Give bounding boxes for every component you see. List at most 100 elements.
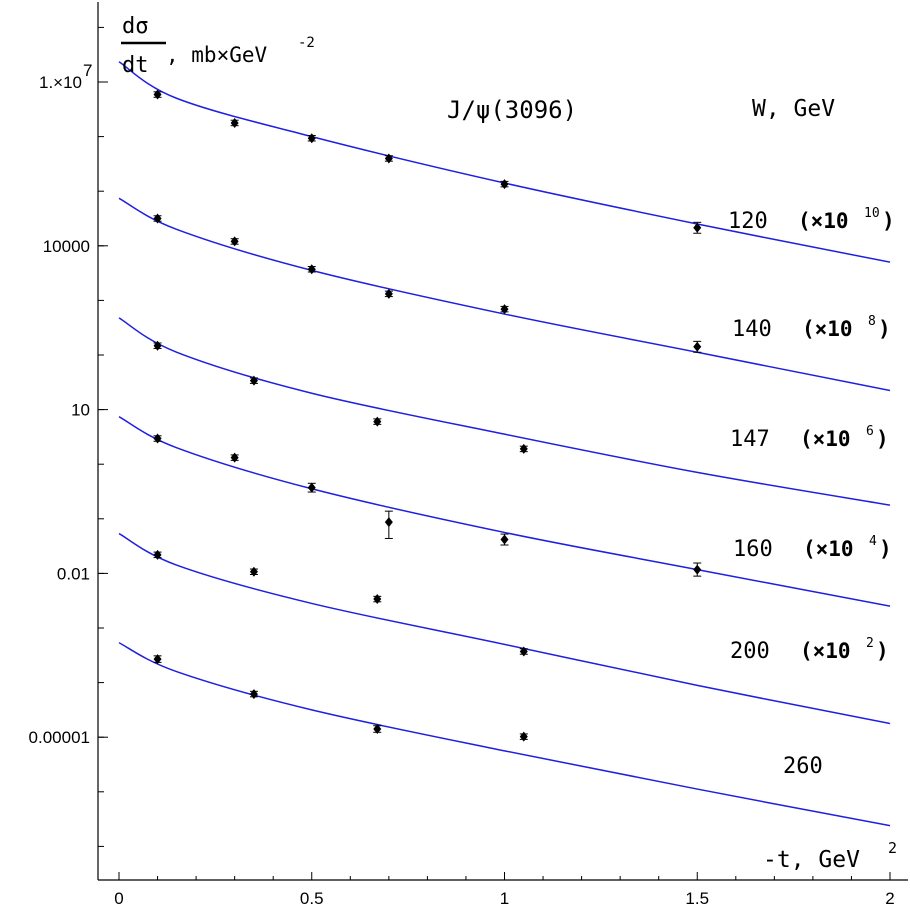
diamond-marker [249, 375, 258, 386]
x-label-text: -t, GeV [763, 847, 860, 873]
data-point-W140 [500, 304, 509, 315]
diamond-marker [519, 646, 528, 657]
data-point-W160 [307, 482, 316, 493]
series-scale-exponent: 6 [866, 424, 874, 439]
series-W-value: 140 [732, 317, 772, 342]
diamond-marker [384, 288, 393, 299]
series-scale-exponent: 2 [866, 636, 874, 651]
data-point-W160 [153, 433, 162, 444]
series-label-W120: 120 (×10 10) [728, 206, 895, 234]
y-tick-label: 0.00001 [29, 728, 90, 747]
axes [97, 2, 908, 881]
y-tick-label: 0.01 [57, 564, 90, 583]
diamond-marker [153, 340, 162, 351]
diamond-marker [249, 566, 258, 577]
series-W-value: 160 [733, 537, 773, 562]
data-point-W147 [249, 375, 258, 386]
data-point-W120 [230, 117, 239, 128]
series-scale-exponent: 10 [864, 206, 880, 221]
diamond-marker [500, 179, 509, 190]
series-label-W160: 160 (×10 4) [733, 534, 892, 562]
x-tick-label: 0 [114, 889, 123, 908]
data-point-W120 [384, 153, 393, 164]
y-tick-label: 10000 [43, 237, 90, 256]
y-label-denominator: dt [122, 53, 149, 78]
data-point-W120 [307, 133, 316, 144]
data-point-W140 [230, 236, 239, 247]
data-point-W200 [519, 646, 528, 657]
data-point-W200 [373, 594, 382, 605]
series-label-W260: 260 [783, 754, 823, 779]
data-point-W147 [373, 416, 382, 427]
fit-curve-W120 [118, 61, 891, 263]
series-W-value: 260 [783, 754, 823, 779]
series-scale-factor: (×10 [800, 639, 851, 663]
diamond-marker [153, 549, 162, 560]
diamond-marker [249, 689, 258, 700]
series-label-W140: 140 (×10 8) [732, 314, 891, 342]
diamond-marker [384, 153, 393, 164]
data-point-W160 [693, 562, 702, 577]
fit-curves [118, 61, 891, 827]
series-scale-factor: (×10 [798, 209, 849, 233]
diamond-marker [153, 433, 162, 444]
chart-title: J/ψ(3096) [447, 96, 577, 124]
diamond-marker [500, 304, 509, 315]
data-point-W260 [153, 654, 162, 665]
diamond-marker [230, 117, 239, 128]
series-scale-exponent: 8 [868, 314, 876, 329]
diamond-marker [373, 416, 382, 427]
series-W-value: 200 [730, 639, 770, 664]
x-tick-label: 1.5 [685, 889, 709, 908]
data-point-W200 [249, 566, 258, 577]
series-scale-exponent: 4 [869, 534, 877, 549]
data-point-W120 [500, 179, 509, 190]
data-point-W120 [693, 221, 702, 234]
y-tick-label-exponent: 7 [83, 61, 92, 80]
data-point-W140 [693, 340, 702, 353]
y-axis-label: dσ dt , mb×GeV -2 [121, 14, 315, 78]
diamond-marker [307, 264, 316, 275]
diamond-marker [693, 564, 702, 575]
data-points [153, 89, 702, 742]
data-point-W260 [373, 724, 382, 735]
y-label-unit-exponent: -2 [298, 35, 315, 51]
fit-curve-W260 [118, 642, 891, 827]
y-tick-label: 10 [71, 401, 90, 420]
series-label-W200: 200 (×10 2) [730, 636, 889, 664]
series-scale-close-paren: ) [879, 537, 892, 561]
series-scale-close-paren: ) [882, 209, 895, 233]
data-point-W260 [249, 689, 258, 700]
data-point-W200 [153, 549, 162, 560]
diamond-marker [230, 452, 239, 463]
x-axis-label: -t, GeV 2 [763, 839, 897, 873]
y-tick-label: 1.×10 [39, 73, 82, 92]
series-scale-close-paren: ) [876, 639, 889, 663]
y-ticks: 1.×107 10000 10 0.01 0.00001 [29, 26, 108, 847]
x-tick-label: 2 [885, 889, 894, 908]
diamond-marker [153, 654, 162, 665]
x-tick-label: 0.5 [300, 889, 324, 908]
data-point-W140 [384, 288, 393, 299]
legend-header: W, GeV [752, 96, 835, 122]
y-label-numerator: dσ [122, 14, 149, 39]
y-label-unit: , mb×GeV [166, 43, 268, 67]
diamond-marker [153, 89, 162, 100]
diamond-marker [230, 236, 239, 247]
series-scale-close-paren: ) [876, 427, 889, 451]
diamond-marker [693, 341, 702, 352]
data-point-W120 [153, 89, 162, 100]
diamond-marker [384, 517, 393, 528]
fit-curve-W147 [118, 317, 891, 506]
data-point-W140 [153, 213, 162, 224]
series-scale-factor: (×10 [803, 537, 854, 561]
series-W-value: 120 [728, 209, 768, 234]
diamond-marker [153, 213, 162, 224]
diamond-marker [519, 731, 528, 742]
series-labels: 120 (×10 10)140 (×10 8)147 (×10 6)160 (×10 4)200… [728, 206, 895, 779]
series-scale-factor: (×10 [802, 317, 853, 341]
diamond-marker [307, 133, 316, 144]
diamond-marker [693, 222, 702, 233]
fit-curve-W200 [118, 532, 891, 725]
series-scale-close-paren: ) [878, 317, 891, 341]
